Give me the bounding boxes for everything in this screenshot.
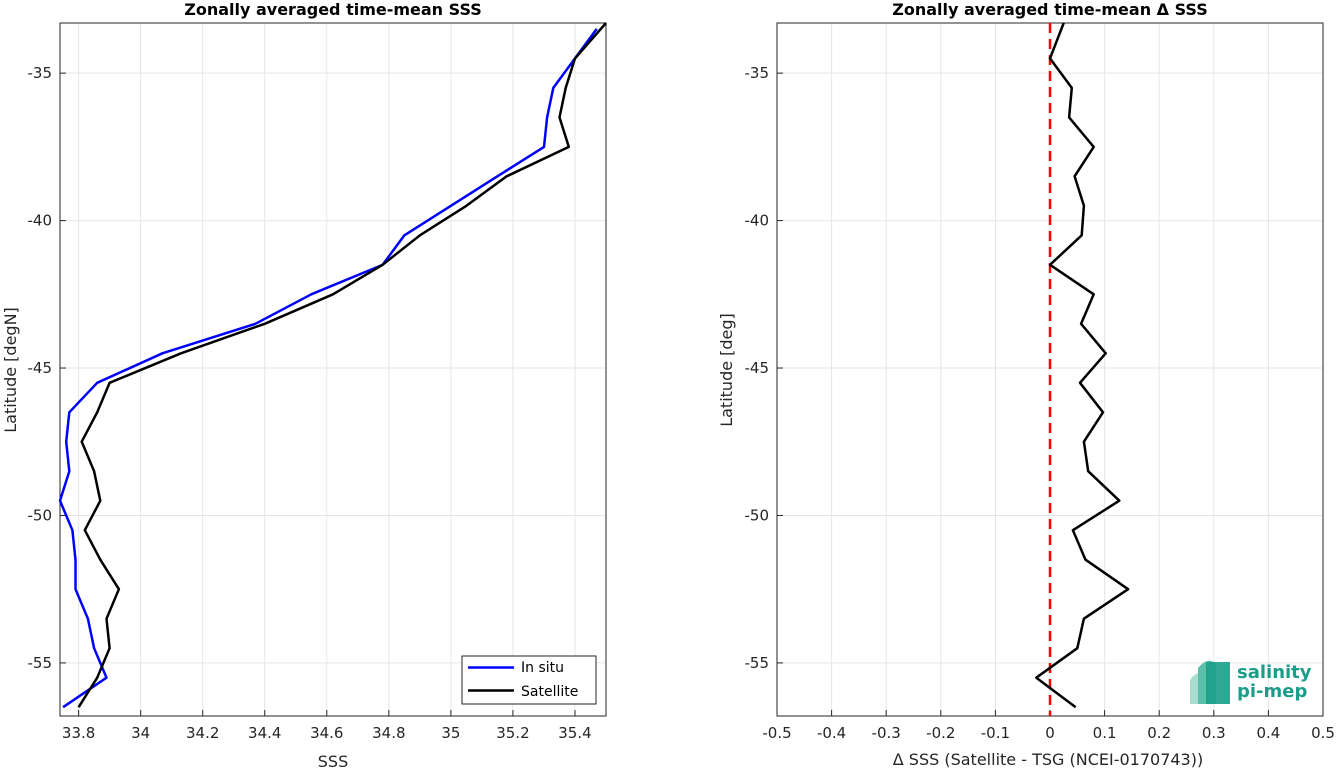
legend-label-satellite: Satellite [521,684,578,700]
legend: In situ Satellite [461,655,597,705]
delta-xtick-label: 0.2 [1147,724,1171,742]
sss-xtick-label: 34.2 [186,724,219,742]
sss-ylabel: Latitude [degN] [1,307,20,433]
sss-xlabel: SSS [318,752,348,769]
sss-axes-box [59,22,607,717]
delta-series-line-delta [1035,22,1130,709]
delta-ylabel: Latitude [deg] [717,313,736,427]
legend-label-in-situ: In situ [521,660,564,676]
sss-xtick-label: 34.4 [248,724,281,742]
delta-ytick-label: -55 [745,654,770,672]
sss-series-line-satellite [77,22,607,708]
sss-ticks: 33.8 34 34.2 34.4 34.6 34.8 35 35.2 35.4 -35 -40 -4… [28,64,592,742]
delta-xtick-label: 0.1 [1093,724,1117,742]
sss-ytick-label: -35 [28,64,53,82]
delta-ytick-label: -45 [745,359,770,377]
sss-xtick-label: 35.4 [558,724,591,742]
delta-ytick-label: -35 [745,64,770,82]
delta-xtick-label: -0.4 [817,724,846,742]
legend-box [461,655,597,705]
delta-xtick-label: -0.1 [981,724,1010,742]
sss-xtick-label: 35 [441,724,460,742]
delta-xtick-label: -0.5 [762,724,791,742]
sss-title: Zonally averaged time-mean SSS [184,0,482,19]
salinity-pi-mep-logo: salinity pi-mep [1190,660,1312,704]
delta-sss-panel: -0.5 -0.4 -0.3 -0.2 -0.1 0 0.1 0.2 0.3 0.4 0.5 -35 -… [717,0,1335,769]
sss-ytick-label: -55 [28,654,53,672]
delta-xtick-label: 0.4 [1256,724,1280,742]
delta-ytick-label: -40 [745,212,770,230]
delta-series [1035,22,1130,709]
sss-xtick-label: 34 [131,724,150,742]
sss-xtick-label: 35.2 [496,724,529,742]
delta-xlabel: Δ SSS (Satellite - TSG (NCEI-0170743)) [893,750,1203,769]
sss-panel: 33.8 34 34.2 34.4 34.6 34.8 35 35.2 35.4 -35 -40 -4… [1,0,607,769]
logo-line2: pi-mep [1237,681,1307,702]
delta-xtick-label: 0 [1045,724,1055,742]
delta-title: Zonally averaged time-mean Δ SSS [892,0,1208,19]
sss-ytick-label: -45 [28,359,53,377]
sss-series-line-in-situ [58,28,598,709]
delta-ytick-label: -50 [745,506,770,524]
sss-ytick-label: -50 [28,506,53,524]
delta-xtick-label: -0.2 [926,724,955,742]
sss-series [58,22,607,709]
delta-xtick-label: 0.3 [1202,724,1226,742]
sss-ytick-label: -40 [28,212,53,230]
delta-ticks: -0.5 -0.4 -0.3 -0.2 -0.1 0 0.1 0.2 0.3 0.4 0.5 -35 -… [745,64,1335,742]
sss-xtick-label: 34.6 [310,724,343,742]
delta-xtick-label: 0.5 [1311,724,1335,742]
sss-xtick-label: 33.8 [62,724,95,742]
logo-wave-icon [1190,660,1230,704]
delta-xtick-label: -0.3 [872,724,901,742]
sss-xtick-label: 34.8 [372,724,405,742]
logo-line1: salinity [1237,662,1312,683]
